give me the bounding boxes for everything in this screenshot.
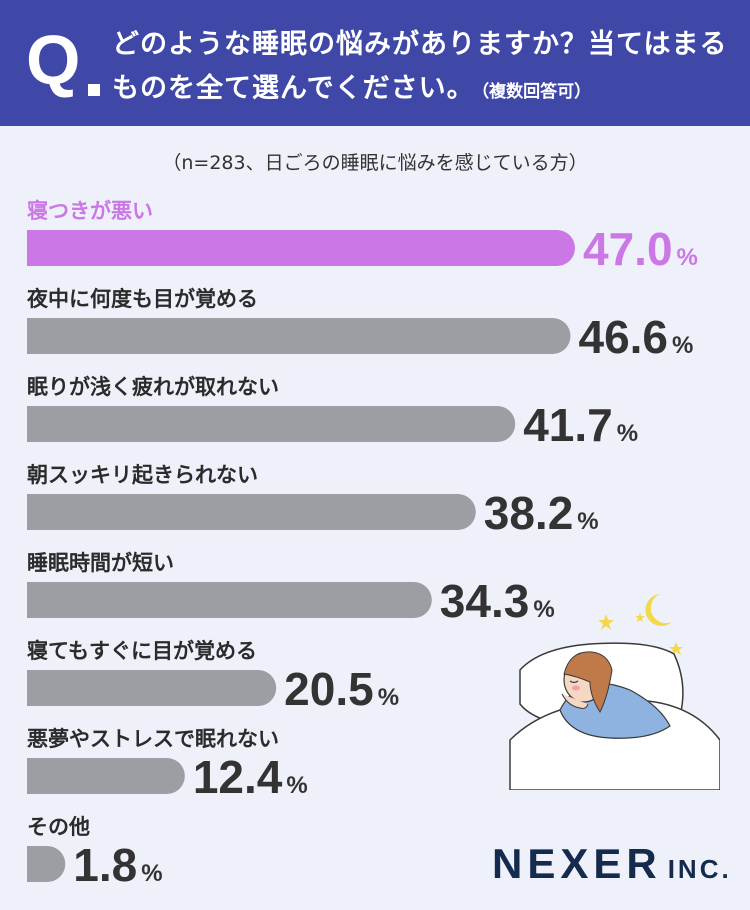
bar [27, 494, 476, 530]
bar [27, 758, 185, 794]
value-label: 20.5% [284, 663, 399, 715]
category-label: 夜中に何度も目が覚める [26, 287, 258, 311]
sleeping-woman-illustration [509, 594, 720, 790]
sample-note: （n=283、日ごろの睡眠に悩みを感じている方） [162, 152, 588, 174]
brand-name: NEXER [492, 840, 662, 887]
value-number: 41.7 [523, 399, 613, 451]
value-label: 46.6% [578, 311, 693, 363]
moon-icon [645, 594, 672, 626]
category-label: 朝スッキリ起きられない [27, 463, 258, 487]
value-number: 1.8 [73, 839, 137, 891]
value-unit: % [141, 860, 162, 887]
category-label: 眠りが浅く疲れが取れない [27, 375, 279, 399]
value-number: 47.0 [583, 223, 673, 275]
value-unit: % [672, 332, 693, 359]
question-mark: Q [26, 21, 81, 99]
category-label: 寝つきが悪い [27, 199, 153, 223]
value-number: 46.6 [578, 311, 668, 363]
bar [27, 846, 66, 882]
value-label: 34.3% [440, 575, 555, 627]
question-line-2-text: ものを全て選んでください。 [112, 73, 475, 104]
value-number: 34.3 [440, 575, 530, 627]
question-line-2: ものを全て選んでください。 （複数回答可） [112, 66, 591, 105]
value-number: 12.4 [193, 751, 283, 803]
star-icons [598, 612, 683, 655]
value-number: 20.5 [284, 663, 374, 715]
category-label: その他 [27, 815, 90, 839]
brand-suffix: INC. [667, 854, 732, 884]
brand-logo: NEXER INC. [492, 840, 732, 888]
value-label: 41.7% [523, 399, 638, 451]
category-label: 悪夢やストレスで眠れない [27, 727, 279, 751]
bar [27, 318, 571, 354]
question-note: （複数回答可） [480, 82, 592, 102]
value-label: 1.8% [73, 839, 162, 891]
category-label: 睡眠時間が短い [27, 551, 174, 575]
value-unit: % [378, 684, 399, 711]
question-header: Q どのような睡眠の悩みがありますか？当てはまる ものを全て選んでください。 （複… [0, 0, 750, 126]
bar [27, 406, 516, 442]
bar [27, 582, 432, 618]
value-unit: % [617, 420, 638, 447]
bar [27, 230, 575, 266]
value-unit: % [677, 244, 698, 271]
value-label: 38.2% [484, 487, 599, 539]
bar [27, 670, 277, 706]
category-label: 寝てもすぐに目が覚める [27, 639, 257, 663]
value-unit: % [286, 772, 307, 799]
question-line-1: どのような睡眠の悩みがありますか？当てはまる [112, 29, 728, 60]
value-unit: % [577, 508, 598, 535]
value-number: 38.2 [484, 487, 574, 539]
value-unit: % [533, 596, 554, 623]
question-dot [88, 84, 100, 96]
value-label: 47.0% [583, 223, 698, 275]
value-label: 12.4% [193, 751, 308, 803]
